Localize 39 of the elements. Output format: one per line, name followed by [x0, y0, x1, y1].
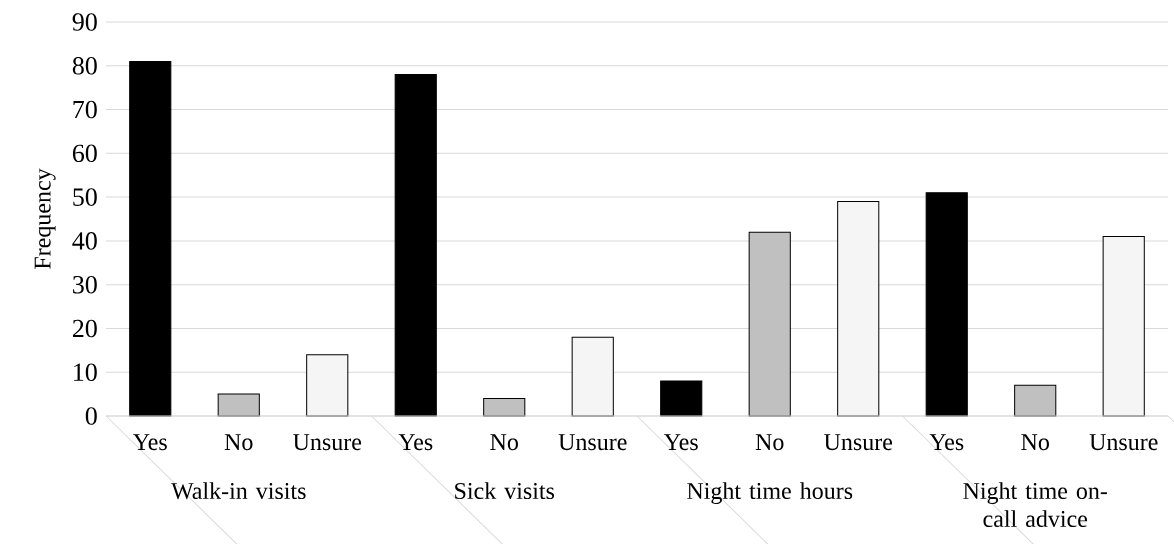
bar: [217, 393, 260, 417]
bar: [483, 397, 526, 417]
bar: [660, 380, 703, 417]
bar: [925, 192, 968, 417]
y-tick-label: 0: [85, 407, 97, 425]
y-tick-label: 10: [74, 363, 97, 381]
bar: [306, 354, 349, 417]
y-tick-label: 80: [72, 57, 97, 75]
text: Yes: [398, 434, 433, 451]
x-tick-label: Walk-in visits: [171, 482, 306, 500]
y-tick-label: 40: [72, 232, 97, 250]
text: Yes: [664, 434, 698, 451]
x-tick-label: Night time on-call advice: [963, 482, 1108, 528]
y-tick-label: 30: [73, 275, 97, 294]
series-label: Unsure: [293, 434, 362, 451]
bar: [748, 231, 791, 417]
x-tick-label: Night time hours: [687, 482, 853, 505]
bar: [1014, 384, 1057, 417]
x-tick-label: Sick visits: [455, 482, 555, 500]
bar: [394, 74, 437, 417]
series-label: No: [224, 434, 253, 451]
y-tick-label: 20: [72, 319, 97, 338]
text: Unsure: [558, 434, 627, 451]
y-tick-label: 60: [72, 144, 97, 163]
y-tick-label: 90: [72, 13, 97, 31]
bar: [837, 200, 880, 417]
text: Yes: [929, 434, 964, 451]
bar: [129, 60, 172, 417]
y-tick-label: 50: [73, 188, 97, 206]
series-label: Yes: [133, 434, 167, 451]
y-tick-label: 70: [73, 100, 97, 119]
text: Unsure: [824, 434, 893, 451]
text: No: [490, 434, 518, 451]
text: No: [1021, 434, 1049, 451]
bar: [1102, 236, 1145, 417]
bar: [571, 336, 614, 417]
text: Unsure: [1089, 434, 1158, 451]
text: No: [755, 434, 784, 451]
y-axis-title: Frequency: [34, 168, 56, 269]
